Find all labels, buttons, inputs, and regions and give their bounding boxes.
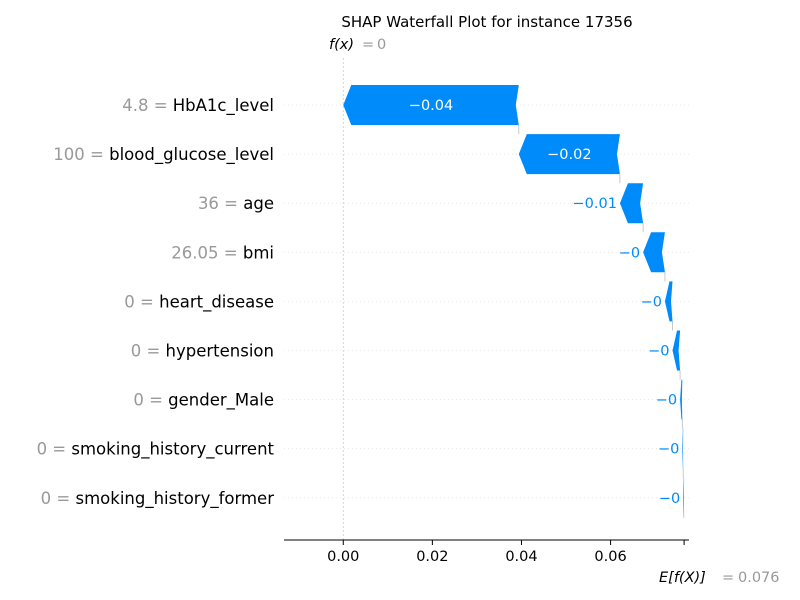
waterfall-bar — [518, 134, 620, 175]
bar-value-label: −0 — [648, 344, 669, 360]
feature-label: 4.8 = HbA1c_level — [122, 96, 274, 116]
waterfall-bar — [680, 379, 683, 420]
feature-label: 26.05 = bmi — [171, 243, 274, 262]
feature-label: 100 = blood_glucose_level — [53, 145, 274, 165]
feature-name: HbA1c_level — [173, 96, 274, 116]
feature-name: bmi — [243, 243, 274, 262]
ex-equals: = — [722, 570, 734, 586]
bar-value-label: −0 — [656, 393, 677, 409]
fx-value: 0 — [377, 37, 386, 53]
bars: −0.04 −0.02 −0.01 −0 −0 −0 −0 −0 −0 — [343, 85, 685, 518]
waterfall-bar — [643, 232, 665, 273]
x-tick-label: 0.00 — [327, 549, 359, 565]
bar-value-label: −0 — [619, 245, 640, 261]
bar-value-label: −0 — [658, 442, 679, 458]
feature-value: 100 = — [53, 145, 109, 164]
feature-label: 36 = age — [198, 194, 274, 213]
waterfall-bar — [683, 477, 685, 518]
bar-value-label: −0 — [659, 491, 680, 507]
fx-label: f(x) — [329, 37, 354, 53]
feature-labels: 4.8 = HbA1c_level 100 = blood_glucose_lev… — [37, 96, 275, 509]
x-tick-label: 0.02 — [416, 549, 448, 565]
x-tick-label: 0.04 — [505, 549, 537, 565]
feature-value: 26.05 = — [171, 243, 243, 262]
waterfall-bar — [343, 85, 519, 125]
feature-name: hypertension — [166, 342, 274, 361]
fx-equals: = — [362, 37, 374, 53]
waterfall-bar — [619, 183, 644, 224]
feature-name: age — [243, 194, 274, 213]
feature-label: 0 = smoking_history_former — [41, 489, 275, 509]
feature-name: gender_Male — [168, 391, 274, 411]
feature-name: blood_glucose_level — [109, 145, 274, 165]
ex-annotation: E[f(X)] = 0.076 — [659, 570, 780, 586]
feature-name: smoking_history_current — [71, 440, 274, 460]
chart-title: SHAP Waterfall Plot for instance 17356 — [341, 13, 632, 31]
bar-value-label: −0.01 — [573, 196, 617, 212]
feature-value: 0 = — [133, 391, 168, 410]
feature-label: 0 = gender_Male — [133, 391, 274, 411]
bar-value-label: −0.02 — [547, 147, 591, 163]
ex-value: 0.076 — [738, 570, 780, 586]
waterfall-bar — [672, 330, 681, 371]
waterfall-bar — [664, 281, 673, 322]
bar-value-label: −0 — [641, 294, 662, 310]
feature-value: 36 = — [198, 194, 243, 213]
ex-label: E[f(X)] — [659, 570, 706, 586]
feature-value: 0 = — [124, 292, 159, 311]
gridlines — [284, 58, 689, 540]
feature-label: 0 = smoking_history_current — [37, 440, 275, 460]
feature-value: 4.8 = — [122, 96, 173, 115]
x-tick-label: 0.06 — [594, 549, 626, 565]
x-axis: 0.00 0.02 0.04 0.06 — [284, 539, 689, 565]
feature-value: 0 = — [41, 489, 76, 508]
feature-label: 0 = hypertension — [131, 342, 274, 361]
fx-annotation: f(x) = 0 — [329, 37, 386, 53]
feature-name: heart_disease — [159, 292, 274, 312]
feature-name: smoking_history_former — [76, 489, 275, 509]
feature-label: 0 = heart_disease — [124, 292, 274, 312]
waterfall-bar — [682, 428, 684, 469]
feature-value: 0 = — [131, 342, 166, 361]
bar-value-label: −0.04 — [409, 98, 453, 114]
feature-value: 0 = — [37, 440, 72, 459]
